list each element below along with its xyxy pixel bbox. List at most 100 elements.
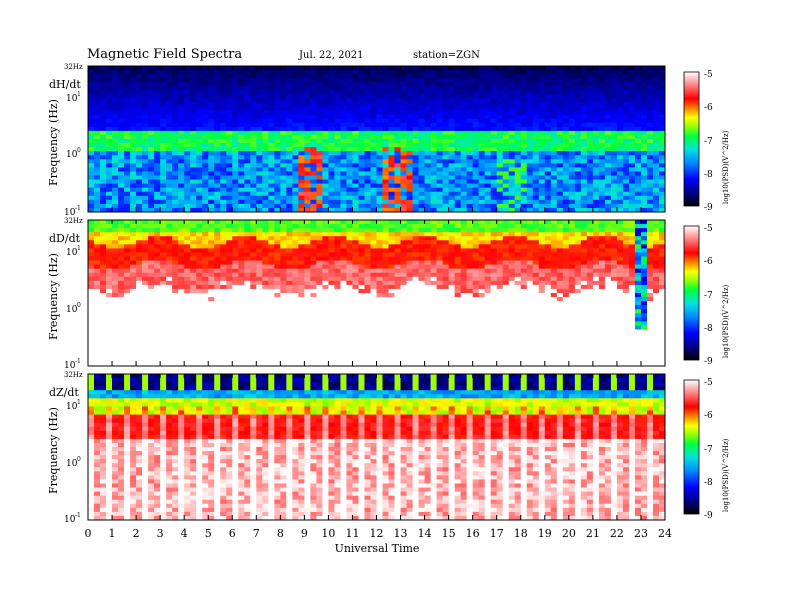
spectrogram-cell [220, 167, 227, 172]
spectrogram-cell [598, 134, 606, 140]
spectrogram-cell [124, 305, 131, 310]
spectrogram-cell [424, 187, 431, 193]
figure-title: Magnetic Field Spectra [87, 47, 242, 62]
spectrogram-cell [196, 220, 203, 225]
spectrogram-cell [142, 155, 149, 160]
spectrogram-cell [586, 191, 594, 197]
spectrogram-cell [556, 90, 564, 95]
spectrogram-cell [484, 203, 492, 209]
spectrogram-cell [598, 151, 606, 156]
spectrogram-cell [400, 98, 407, 103]
spectrogram-cell [340, 183, 347, 189]
spectrogram-cell [178, 260, 185, 266]
spectrogram-cell [298, 126, 305, 132]
spectrogram-cell [412, 195, 419, 201]
spectrogram-cell [610, 134, 618, 140]
spectrogram-cell [502, 171, 510, 176]
spectrogram-cell [274, 232, 281, 237]
spectrogram-cell [418, 139, 425, 144]
spectrogram-cell [292, 361, 299, 367]
spectrogram-cell [400, 171, 407, 176]
spectrogram-cell [100, 151, 107, 156]
spectrogram-cell [262, 293, 269, 298]
spectrogram-cell [388, 199, 395, 205]
spectrogram-cell [280, 143, 287, 148]
spectrogram-cell [532, 130, 540, 136]
spectrogram-cell [286, 203, 293, 209]
spectrogram-cell [196, 325, 203, 330]
spectrogram-cell [238, 284, 245, 290]
spectrogram-cell [124, 151, 131, 156]
spectrogram-cell [658, 167, 666, 172]
spectrogram-cell [172, 349, 179, 355]
spectrogram-cell [322, 171, 329, 176]
spectrogram-cell [442, 155, 450, 160]
spectrogram-cell [586, 110, 594, 116]
spectrogram-cell [124, 163, 131, 168]
spectrogram-cell [166, 134, 173, 140]
spectrogram-cell [178, 301, 185, 306]
spectrogram-cell [268, 82, 275, 87]
spectrogram-cell [388, 134, 395, 140]
spectrogram-cell [226, 313, 233, 318]
spectrogram-cell [400, 90, 407, 95]
spectrogram-cell [442, 130, 450, 136]
spectrogram-cell [106, 228, 113, 233]
spectrogram-cell [388, 159, 395, 164]
spectrogram-cell [190, 207, 197, 213]
spectrogram-cell [382, 66, 389, 71]
spectrogram-cell [142, 329, 149, 334]
spectrogram-cell [460, 175, 468, 180]
spectrogram-cell [358, 86, 365, 91]
spectrogram-cell [322, 301, 329, 306]
spectrogram-cell [280, 301, 287, 306]
spectrogram-cell [142, 232, 149, 237]
spectrogram-cell [448, 114, 456, 120]
spectrogram-cell [118, 66, 125, 71]
spectrogram-cell [124, 240, 131, 245]
spectrogram-cell [514, 82, 522, 87]
spectrogram-cell [262, 317, 269, 322]
spectrogram-cell [268, 224, 275, 229]
spectrogram-cell [154, 260, 161, 266]
spectrogram-cell [562, 171, 570, 176]
spectrogram-cell [280, 309, 287, 314]
spectrogram-cell [166, 357, 173, 363]
spectrogram-cell [148, 280, 155, 286]
spectrogram-cell [604, 102, 612, 107]
spectrogram-cell [250, 220, 257, 225]
spectrogram-cell [274, 276, 281, 282]
cb1-tick-8: -8 [704, 170, 713, 180]
spectrogram-cell [400, 118, 407, 124]
spectrogram-cell [412, 114, 419, 120]
spectrogram-cell [280, 260, 287, 266]
spectrogram-cell [202, 134, 209, 140]
spectrogram-cell [316, 325, 323, 330]
spectrogram-cell [244, 82, 251, 87]
spectrogram-cell [208, 175, 215, 180]
spectrogram-cell [298, 329, 305, 334]
spectrogram-cell [130, 139, 137, 144]
spectrogram-cell [286, 309, 293, 314]
spectrogram-cell [400, 147, 407, 152]
spectrogram-cell [526, 139, 534, 144]
spectrogram-cell [286, 70, 293, 75]
spectrogram-cell [256, 171, 263, 176]
spectrogram-cell [484, 98, 492, 103]
spectrogram-cell [616, 122, 624, 128]
spectrogram-cell [460, 167, 468, 172]
spectrogram-cell [262, 280, 269, 286]
spectrogram-cell [106, 361, 113, 367]
spectrogram-cell [448, 155, 456, 160]
spectrogram-cell [628, 86, 636, 91]
spectrogram-cell [334, 143, 341, 148]
spectrogram-cell [256, 361, 263, 367]
spectrogram-cell [424, 106, 431, 112]
spectrogram-cell [118, 191, 125, 197]
spectrogram-cell [538, 167, 546, 172]
spectrogram-cell [316, 90, 323, 95]
spectrogram-cell [622, 147, 630, 152]
spectrogram-cell [388, 122, 395, 128]
spectrogram-cell [148, 175, 155, 180]
spectrogram-cell [328, 284, 335, 290]
